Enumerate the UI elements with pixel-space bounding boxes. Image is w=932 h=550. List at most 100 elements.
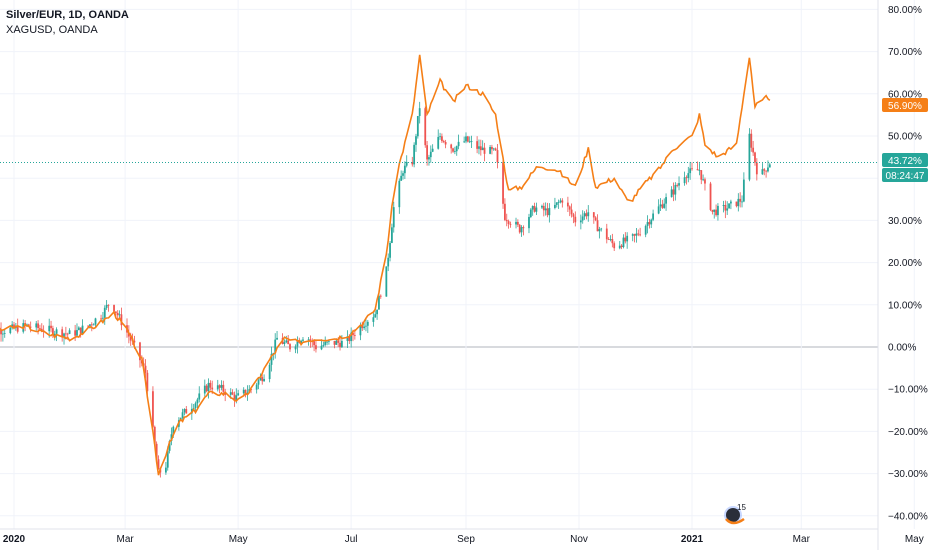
- candle-body: [489, 146, 491, 154]
- candle-body: [346, 336, 349, 341]
- candle-body: [289, 344, 291, 350]
- candle-body: [87, 325, 89, 327]
- candle-body: [1, 333, 4, 335]
- candle-body: [609, 239, 612, 240]
- x-tick-label: Mar: [793, 534, 811, 545]
- candle-body: [546, 208, 549, 216]
- candle-body: [168, 440, 171, 451]
- candle-body: [118, 314, 121, 316]
- candle-body: [713, 209, 716, 212]
- candle-body: [378, 295, 380, 310]
- candle-body: [644, 226, 647, 235]
- candle-body: [35, 323, 38, 328]
- candle-body: [233, 394, 236, 400]
- candle-body: [40, 328, 43, 332]
- candle-body: [450, 144, 453, 149]
- candle-body: [670, 189, 673, 198]
- candle-body: [665, 197, 667, 204]
- candle-body: [579, 220, 582, 223]
- y-tick-label: −30.00%: [888, 469, 928, 480]
- candle-body: [129, 336, 132, 341]
- price-axis[interactable]: 80.00%70.00%60.00%50.00%40.00%30.00%20.0…: [877, 0, 928, 550]
- candle-body: [566, 202, 569, 207]
- candle-body: [674, 185, 677, 195]
- candle-body: [94, 318, 97, 325]
- candle-body: [320, 345, 323, 350]
- candle-body: [424, 108, 427, 146]
- candle-body: [324, 341, 327, 345]
- candle-body: [340, 340, 343, 348]
- candle-series[interactable]: [0, 101, 771, 478]
- candle-body: [570, 209, 573, 215]
- watermark-text: 15: [737, 503, 746, 512]
- candle-body: [750, 133, 753, 148]
- candle-body: [600, 228, 603, 230]
- candle-body: [209, 382, 212, 388]
- candle-body: [181, 412, 184, 418]
- candle-body: [533, 205, 536, 212]
- candle-body: [153, 426, 156, 444]
- candle-body: [613, 243, 616, 249]
- candle-body: [755, 162, 758, 175]
- candle-body: [465, 136, 467, 142]
- y-tick-label: 20.00%: [888, 258, 922, 269]
- candle-body: [405, 162, 408, 166]
- candle-body: [548, 207, 551, 216]
- candle-body: [322, 344, 325, 346]
- compare-series-line[interactable]: [0, 54, 771, 476]
- tradingview-logo-icon[interactable]: 15: [722, 501, 750, 525]
- candle-body: [522, 227, 525, 229]
- time-axis[interactable]: 2020 Mar May Jul Sep Nov 2021 Mar May: [0, 528, 924, 545]
- candle-body: [507, 221, 510, 224]
- candle-body: [672, 189, 675, 195]
- candle-body: [216, 385, 219, 390]
- candle-body: [631, 234, 634, 236]
- y-tick-label: −40.00%: [888, 511, 928, 522]
- candle-body: [659, 204, 662, 207]
- candle-body: [63, 333, 65, 338]
- candle-body: [439, 136, 441, 138]
- candle-body: [741, 201, 743, 203]
- candle-body: [542, 205, 545, 211]
- candle-body: [172, 426, 175, 435]
- candle-body: [737, 198, 740, 207]
- candle-body: [594, 217, 597, 221]
- candle-body: [183, 408, 186, 413]
- candle-body: [68, 330, 71, 334]
- candle-body: [685, 177, 688, 179]
- candle-body: [0, 329, 2, 335]
- candle-body: [211, 387, 214, 390]
- candle-body: [702, 179, 705, 181]
- x-tick-label: 2021: [681, 534, 704, 545]
- candle-body: [52, 328, 54, 336]
- candle-body: [483, 147, 486, 154]
- compare-symbol-legend[interactable]: XAGUSD, OANDA: [6, 24, 98, 36]
- candle-body: [735, 201, 738, 207]
- candle-body: [596, 220, 599, 232]
- candle-body: [74, 330, 77, 336]
- compare-value-badge-bg: [882, 98, 928, 112]
- x-tick-label: May: [229, 534, 248, 545]
- candle-body: [413, 144, 416, 165]
- candle-body: [361, 325, 364, 329]
- candle-body: [39, 328, 41, 329]
- candle-body: [77, 327, 80, 331]
- candle-body: [222, 384, 225, 392]
- candle-body: [453, 151, 456, 153]
- candle-body: [724, 205, 727, 211]
- candle-body: [572, 214, 575, 217]
- y-tick-label: −20.00%: [888, 427, 928, 438]
- candle-body: [203, 385, 206, 394]
- candle-body: [389, 242, 391, 258]
- candle-body: [518, 224, 521, 233]
- candle-body: [535, 207, 538, 212]
- candle-body: [557, 202, 560, 203]
- candle-body: [285, 340, 288, 343]
- main-symbol-legend[interactable]: Silver/EUR, 1D, OANDA: [6, 9, 129, 21]
- plot-area[interactable]: [0, 54, 878, 478]
- candle-body: [333, 340, 336, 345]
- candle-body: [37, 323, 39, 329]
- candle-body: [196, 399, 199, 404]
- candle-body: [296, 340, 299, 347]
